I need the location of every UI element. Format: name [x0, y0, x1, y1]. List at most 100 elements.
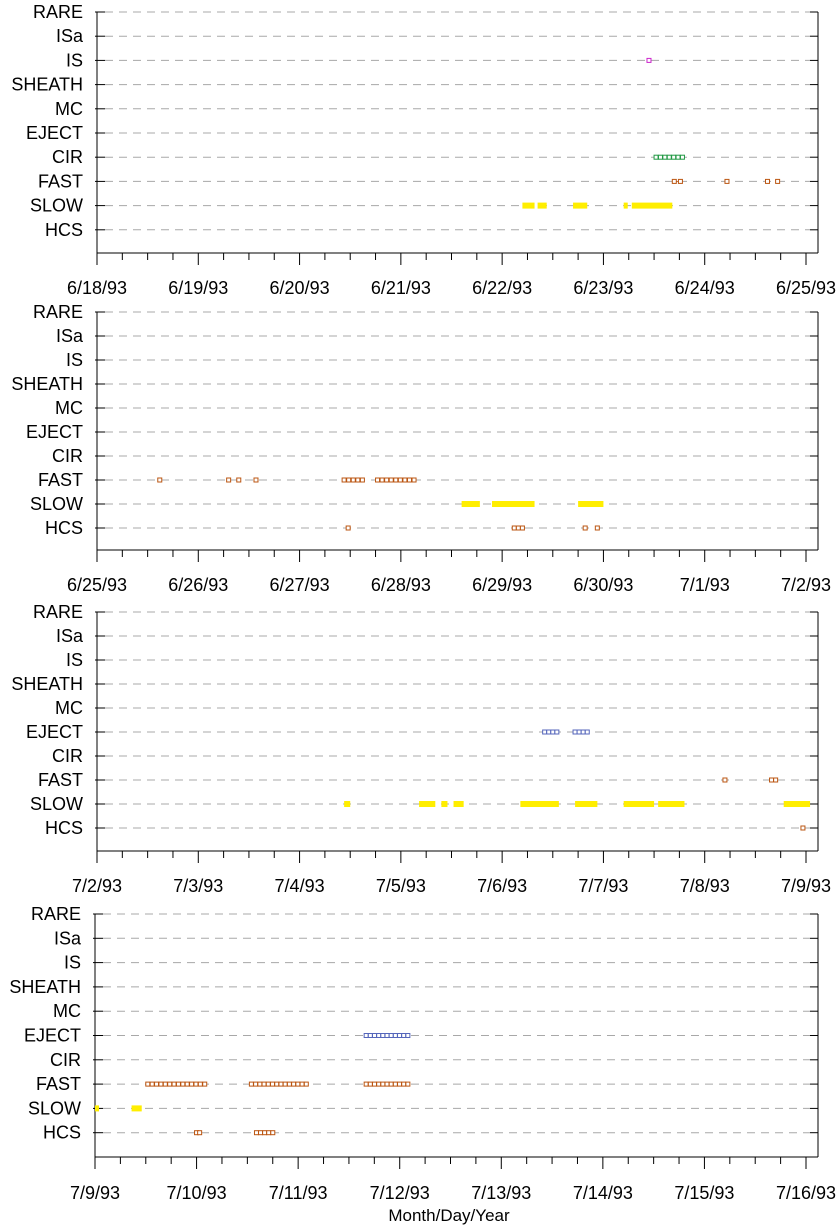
fast-marker — [406, 477, 412, 483]
date-label: 6/22/93 — [472, 278, 532, 298]
fast-marker — [158, 1081, 164, 1087]
eject-marker — [405, 1033, 411, 1038]
slow-bar — [453, 801, 464, 807]
slow-bar — [623, 202, 628, 209]
category-label-isa: ISa — [56, 26, 84, 46]
date-label: 7/10/93 — [167, 1183, 227, 1203]
category-label-eject: EJECT — [24, 1026, 81, 1046]
slow-bar — [419, 801, 436, 807]
date-label: 6/30/93 — [573, 575, 633, 595]
fast-marker — [724, 178, 730, 184]
cir-marker — [679, 154, 685, 160]
fast-marker — [282, 1081, 288, 1087]
fast-marker — [157, 477, 163, 483]
fast-marker — [671, 178, 677, 184]
date-label: 6/18/93 — [67, 278, 127, 298]
fast-marker — [175, 1081, 181, 1087]
fast-marker — [379, 477, 385, 483]
fast-marker — [393, 477, 399, 483]
date-label: 6/25/93 — [776, 278, 836, 298]
date-label: 6/21/93 — [371, 278, 431, 298]
date-label: 7/14/93 — [573, 1183, 633, 1203]
fast-marker — [367, 1081, 373, 1087]
panel-3: RARE ISa IS SHEATH MC EJECT CIR FAST SLOW HCS 7/2/… — [11, 602, 831, 896]
category-label-sheath: SHEATH — [11, 374, 83, 394]
date-label: 7/4/93 — [275, 876, 325, 896]
fast-marker — [226, 477, 232, 483]
slow-bar — [461, 501, 480, 507]
fast-marker — [303, 1081, 309, 1087]
fast-marker — [257, 1081, 263, 1087]
slow-bar — [95, 1105, 99, 1112]
category-label-slow: SLOW — [30, 794, 83, 814]
date-label: 7/9/93 — [781, 876, 831, 896]
panel-1: RARE ISa IS SHEATH MC EJECT CIR FAST SLOW HCS 6/18… — [11, 2, 836, 298]
category-label-mc: MC — [55, 698, 83, 718]
date-label: 7/16/93 — [776, 1183, 836, 1203]
category-label-cir: CIR — [52, 746, 83, 766]
fast-marker — [253, 477, 259, 483]
category-label-is: IS — [66, 650, 83, 670]
category-label-rare: RARE — [33, 602, 83, 622]
eject-marker — [397, 1033, 403, 1038]
date-label: 6/25/93 — [67, 575, 127, 595]
slow-bar — [575, 801, 598, 807]
hcs-marker — [582, 525, 588, 531]
fast-marker — [372, 1081, 378, 1087]
category-label-mc: MC — [53, 1001, 81, 1021]
category-label-rare: RARE — [33, 2, 83, 22]
category-label-is: IS — [66, 50, 83, 70]
date-label: 7/12/93 — [370, 1183, 430, 1203]
slow-bar — [578, 501, 604, 507]
date-label: 7/11/93 — [269, 1183, 328, 1203]
date-label: 6/20/93 — [270, 278, 330, 298]
hcs-marker — [258, 1130, 264, 1136]
category-label-is: IS — [66, 350, 83, 370]
fast-marker — [384, 1081, 390, 1087]
fast-marker — [167, 1081, 173, 1087]
date-label: 7/15/93 — [674, 1183, 734, 1203]
eject-marker — [401, 1033, 407, 1038]
category-label-sheath: SHEATH — [9, 977, 81, 997]
category-label-isa: ISa — [56, 326, 84, 346]
category-label-sheath: SHEATH — [11, 674, 83, 694]
date-label: 6/19/93 — [168, 278, 228, 298]
category-label-eject: EJECT — [26, 123, 83, 143]
fast-marker — [295, 1081, 301, 1087]
fast-marker — [363, 1081, 369, 1087]
hcs-marker — [594, 525, 600, 531]
fast-marker — [265, 1081, 271, 1087]
eject-marker — [392, 1033, 398, 1038]
eject-marker — [542, 729, 548, 735]
slow-bar — [537, 202, 547, 209]
panel-2: RARE ISa IS SHEATH MC EJECT CIR FAST SLOW HCS 6/25… — [11, 302, 831, 595]
category-label-cir: CIR — [52, 147, 83, 167]
fast-marker — [346, 477, 352, 483]
fast-marker — [197, 1081, 203, 1087]
fast-marker — [401, 1081, 407, 1087]
fast-marker — [411, 477, 417, 483]
cir-marker — [653, 154, 659, 160]
category-label-isa: ISa — [54, 928, 82, 948]
category-label-cir: CIR — [52, 446, 83, 466]
slow-bar — [522, 202, 535, 209]
cir-marker — [662, 154, 668, 160]
fast-marker — [236, 477, 242, 483]
panel-4: RARE ISa IS SHEATH MC EJECT CIR FAST SLOW HCS 7/9/… — [9, 904, 836, 1203]
date-label: 7/8/93 — [680, 876, 730, 896]
date-label: 6/23/93 — [573, 278, 633, 298]
fast-marker — [202, 1081, 208, 1087]
eject-marker — [554, 729, 560, 735]
fast-marker — [278, 1081, 284, 1087]
category-label-hcs: HCS — [43, 1123, 81, 1143]
category-label-is: IS — [64, 953, 81, 973]
date-label: 7/2/93 — [72, 876, 122, 896]
slow-bar — [520, 801, 559, 807]
category-label-isa: ISa — [56, 626, 84, 646]
fast-marker — [145, 1081, 151, 1087]
fast-marker — [402, 477, 408, 483]
slow-bar — [441, 801, 448, 807]
fast-marker — [274, 1081, 280, 1087]
eject-marker — [367, 1033, 373, 1038]
